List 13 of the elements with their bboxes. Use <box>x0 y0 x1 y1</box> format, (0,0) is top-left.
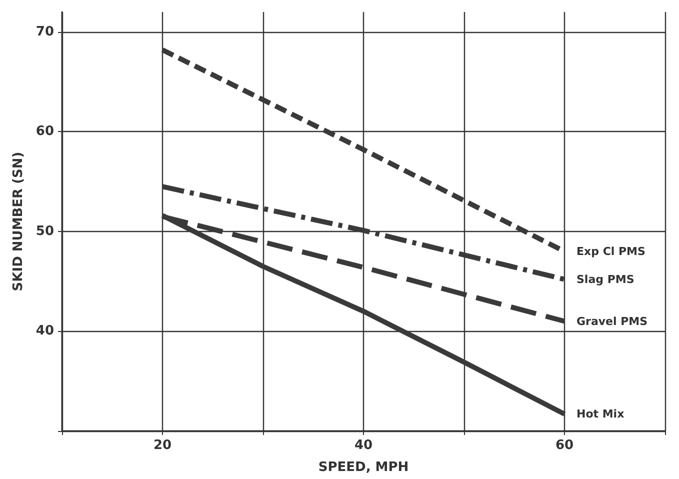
x-tick-label: 20 <box>153 438 172 453</box>
x-tick-label: 40 <box>354 438 373 453</box>
series-label: Gravel PMS <box>576 314 648 328</box>
x-axis-title: SPEED, MPH <box>318 460 409 475</box>
y-axis-title: SKID NUMBER (SN) <box>11 152 26 292</box>
y-tick-label: 70 <box>36 24 54 40</box>
y-tick-label: 60 <box>36 124 54 140</box>
series-label: Hot Mix <box>576 408 624 421</box>
y-tick-label: 40 <box>36 324 54 339</box>
series-label: Exp Cl PMS <box>576 244 646 258</box>
y-tick-label: 50 <box>36 224 54 239</box>
series-label: Slag PMS <box>576 272 634 286</box>
x-tick-label: 60 <box>555 438 574 453</box>
